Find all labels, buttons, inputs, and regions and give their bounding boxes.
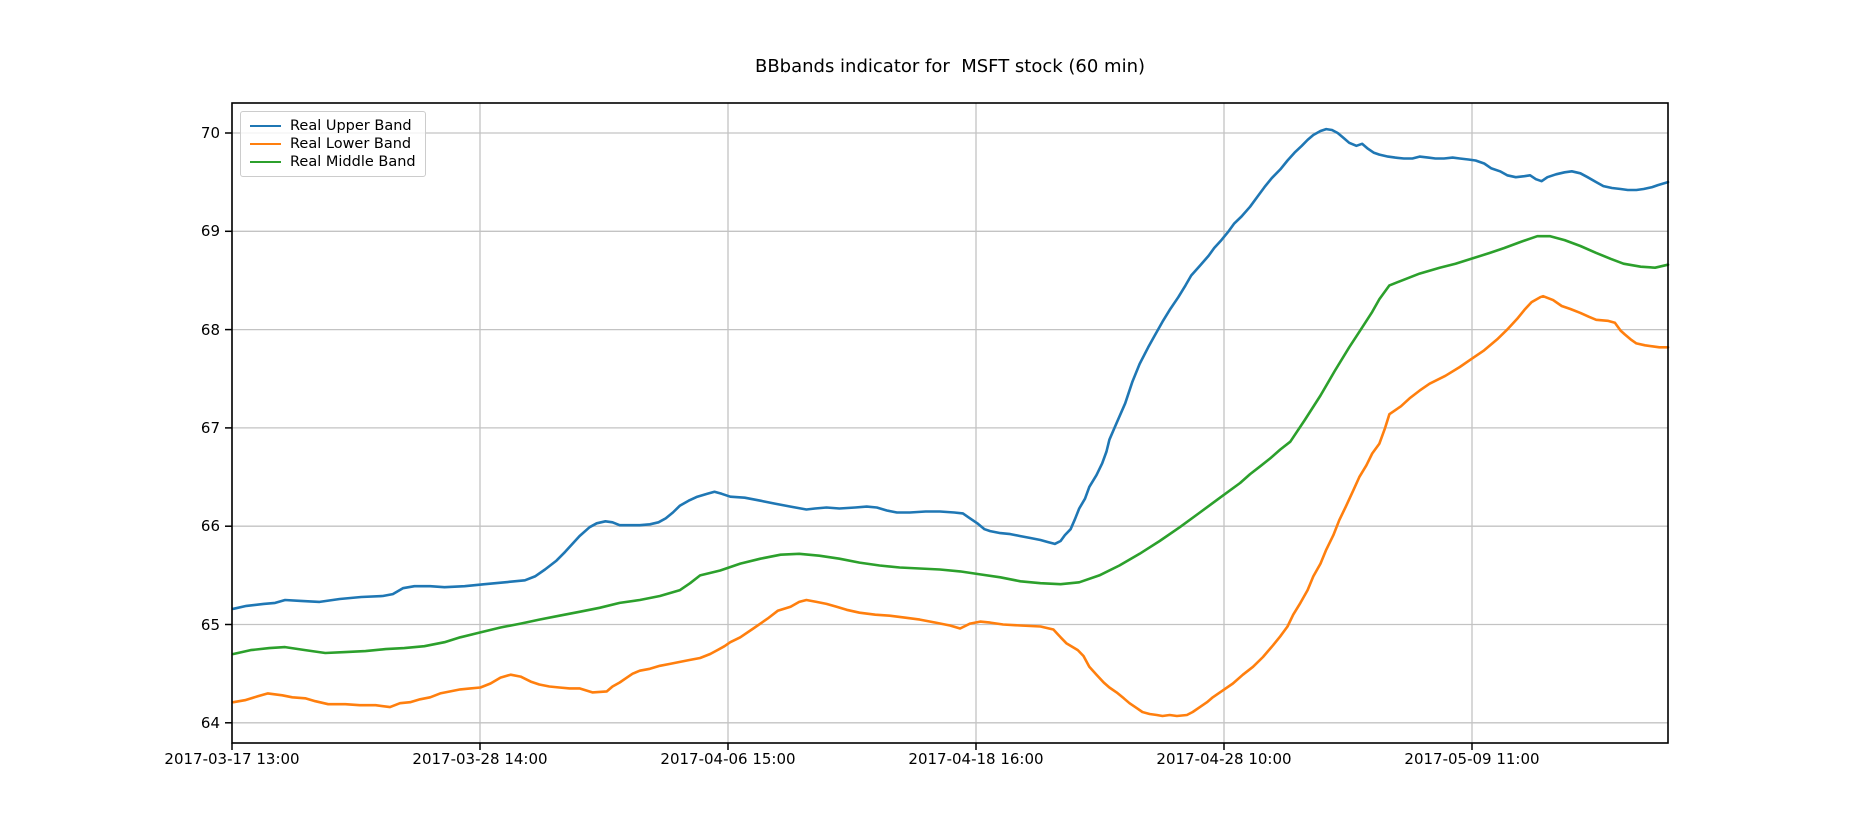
series-line-real-lower-band xyxy=(232,294,1670,718)
middle-band-line-swatch xyxy=(250,161,281,163)
legend-item-lower-band: Real Lower Band xyxy=(250,135,416,153)
x-tick-label: 2017-03-28 14:00 xyxy=(412,750,548,768)
y-tick-label: 64 xyxy=(200,713,220,732)
x-tick-label: 2017-04-18 16:00 xyxy=(908,750,1044,768)
tick-marks xyxy=(225,132,1473,750)
y-tick-label: 65 xyxy=(200,615,220,634)
series-line-real-upper-band xyxy=(232,127,1670,611)
y-tick-label: 67 xyxy=(200,418,220,437)
legend: Real Upper Band Real Lower Band Real Mid… xyxy=(240,111,426,177)
legend-label: Real Lower Band xyxy=(290,136,412,152)
chart-title: BBbands indicator for MSFT stock (60 min… xyxy=(754,56,1146,77)
legend-item-middle-band: Real Middle Band xyxy=(250,153,416,171)
y-tick-label: 70 xyxy=(200,123,220,142)
lower-band-line-swatch xyxy=(250,143,281,145)
series-line-real-middle-band xyxy=(232,234,1670,656)
legend-label: Real Upper Band xyxy=(290,118,412,134)
x-tick-label: 2017-05-09 11:00 xyxy=(1404,750,1540,768)
grid-layer xyxy=(231,103,1668,743)
upper-band-line-swatch xyxy=(250,125,281,127)
series-layer xyxy=(232,127,1670,718)
x-tick-label: 2017-03-17 13:00 xyxy=(164,750,300,768)
x-tick-label: 2017-04-06 15:00 xyxy=(660,750,796,768)
legend-label: Real Middle Band xyxy=(290,154,416,170)
y-tick-label: 69 xyxy=(200,222,220,241)
y-tick-label: 68 xyxy=(200,320,220,339)
x-tick-label: 2017-04-28 10:00 xyxy=(1156,750,1292,768)
y-tick-label: 66 xyxy=(200,517,220,536)
legend-item-upper-band: Real Upper Band xyxy=(250,117,416,135)
plot-border xyxy=(231,102,1669,744)
